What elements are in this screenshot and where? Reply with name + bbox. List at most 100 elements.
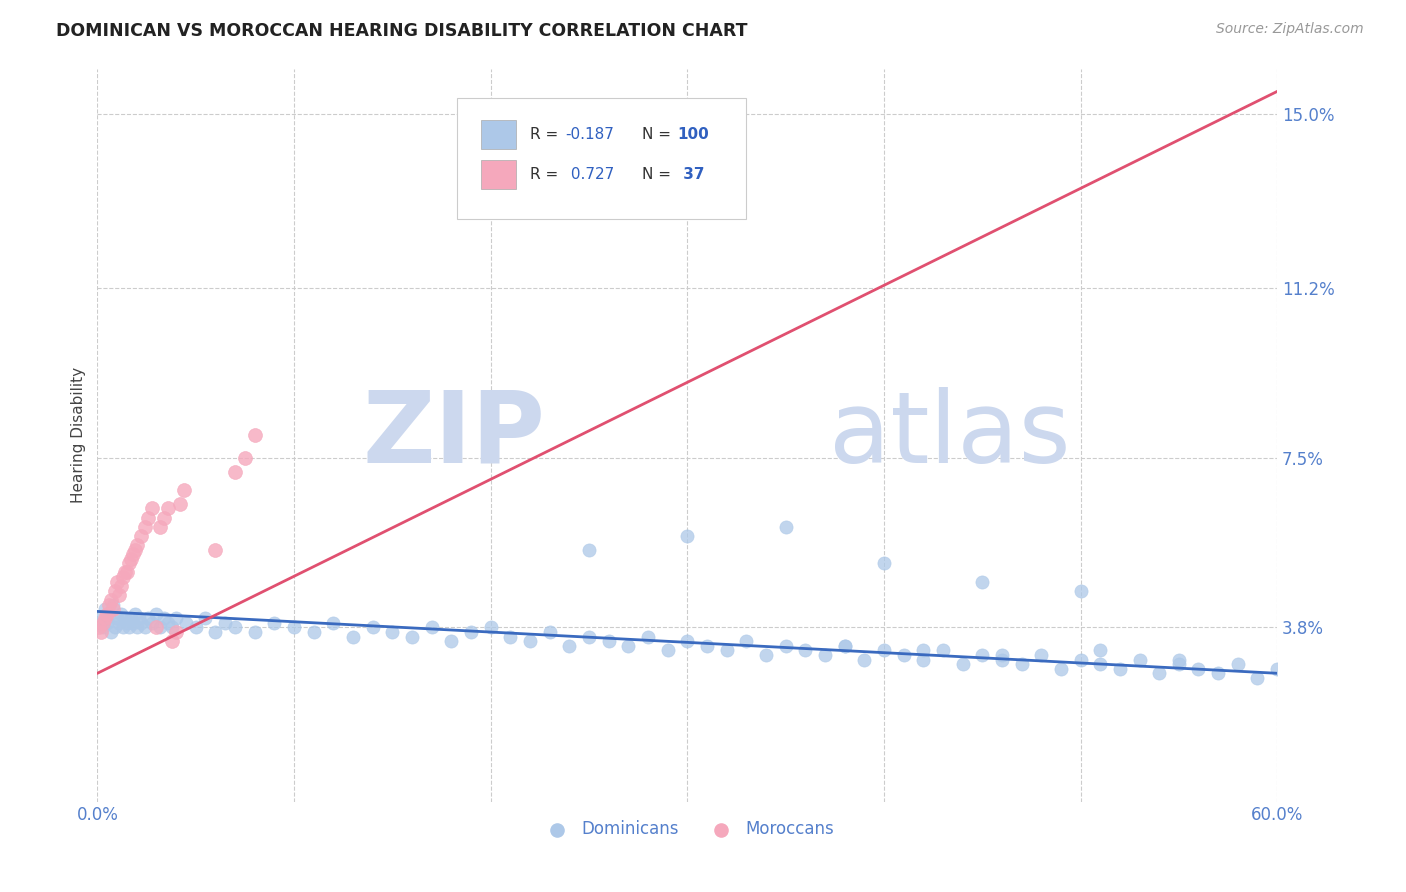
Point (519, 634, 541, 648)
Point (578, 542, 600, 557)
Point (204, 625, 226, 640)
Point (834, 639, 856, 653)
Point (101, 598, 124, 612)
Point (96, 607, 118, 621)
Point (912, 652, 935, 666)
Point (194, 611, 217, 625)
Point (696, 639, 718, 653)
Point (138, 611, 160, 625)
Point (834, 639, 856, 653)
Point (440, 634, 463, 648)
Point (129, 615, 152, 630)
Point (91, 620, 114, 634)
Point (243, 625, 266, 640)
Point (160, 620, 183, 634)
Point (479, 199, 502, 213)
Point (972, 574, 994, 589)
Point (134, 620, 156, 634)
Point (141, 615, 163, 630)
Point (153, 611, 176, 625)
Point (115, 615, 138, 630)
Text: atlas: atlas (828, 386, 1070, 483)
Text: -0.187: -0.187 (565, 127, 614, 142)
Point (775, 639, 797, 653)
Point (1128, 652, 1150, 666)
Point (775, 519, 797, 533)
Point (676, 529, 699, 543)
Point (96, 615, 118, 630)
Point (118, 620, 141, 634)
Point (120, 611, 142, 625)
Point (578, 630, 600, 644)
Point (1167, 657, 1189, 672)
Point (1070, 583, 1092, 598)
Text: N =: N = (643, 127, 676, 142)
Point (90, 625, 112, 640)
Point (121, 547, 143, 561)
Point (1246, 671, 1268, 685)
Point (98, 607, 121, 621)
Point (1147, 666, 1170, 681)
Point (342, 630, 364, 644)
Point (538, 625, 561, 640)
Point (114, 611, 136, 625)
Point (214, 615, 236, 630)
Point (991, 652, 1014, 666)
Point (1167, 652, 1189, 666)
Point (111, 620, 134, 634)
Point (479, 620, 502, 634)
Point (912, 643, 935, 657)
Point (105, 574, 128, 589)
Point (853, 652, 876, 666)
Point (134, 519, 156, 533)
Text: Source: ZipAtlas.com: Source: ZipAtlas.com (1216, 22, 1364, 37)
Text: 100: 100 (678, 127, 710, 142)
Point (1050, 662, 1073, 676)
FancyBboxPatch shape (481, 120, 516, 149)
Point (991, 648, 1014, 662)
Point (1011, 657, 1033, 672)
Point (149, 519, 172, 533)
Point (224, 620, 246, 634)
Point (184, 620, 207, 634)
Point (1088, 657, 1111, 672)
Point (101, 602, 124, 616)
Point (1206, 666, 1229, 681)
Point (204, 542, 226, 557)
Point (174, 615, 197, 630)
Point (932, 643, 955, 657)
Point (499, 630, 522, 644)
Point (104, 620, 127, 634)
Point (637, 630, 659, 644)
Point (1226, 657, 1249, 672)
Point (233, 450, 256, 465)
Point (381, 625, 404, 640)
Point (322, 615, 344, 630)
Point (893, 648, 915, 662)
Point (157, 501, 180, 516)
Point (145, 620, 167, 634)
Point (108, 588, 131, 602)
Point (1088, 643, 1111, 657)
Point (105, 611, 128, 625)
Point (224, 465, 246, 479)
Point (716, 643, 738, 657)
Point (125, 620, 148, 634)
Point (157, 615, 180, 630)
Point (160, 634, 183, 648)
Point (125, 538, 148, 552)
Point (115, 566, 138, 580)
Point (165, 625, 187, 640)
Point (794, 643, 817, 657)
Point (1070, 652, 1092, 666)
Point (129, 529, 152, 543)
Text: 37: 37 (678, 168, 704, 182)
Point (755, 648, 778, 662)
Point (124, 542, 146, 557)
Point (91, 615, 114, 630)
Text: 0.727: 0.727 (565, 168, 614, 182)
Point (420, 620, 443, 634)
Point (598, 634, 620, 648)
Point (100, 593, 122, 607)
Point (111, 570, 134, 584)
